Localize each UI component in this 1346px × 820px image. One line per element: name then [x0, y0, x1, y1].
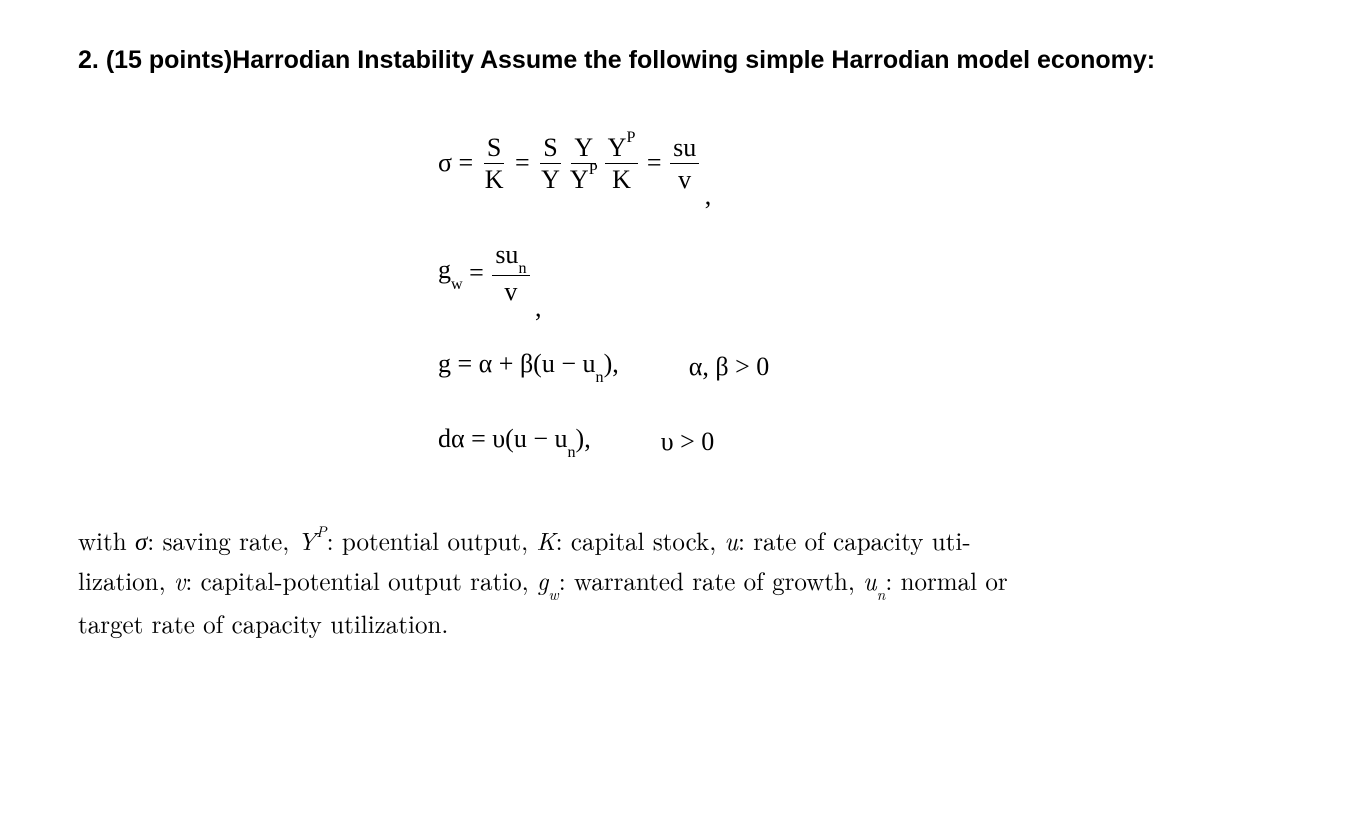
eq1-eq: =	[515, 150, 530, 176]
eq2-lhs: gw	[438, 257, 463, 288]
eq2-den: v	[501, 276, 520, 307]
symbol-K: K	[536, 523, 555, 558]
eq1-f1-den: K	[482, 164, 507, 195]
symbol-v: v	[174, 563, 186, 598]
definitions-line-3: target rate of capacity utilization.	[78, 604, 1276, 644]
variable-definitions: with σ: saving rate, YP: potential outpu…	[78, 521, 1276, 644]
eq2-num: sun	[492, 239, 529, 276]
eq1-eq2: =	[647, 150, 662, 176]
equation-g: g = α + β(u − un), α, β > 0	[438, 351, 1276, 382]
equation-gw: gw = sun v	[438, 239, 1276, 307]
symbol-sigma: σ	[135, 523, 147, 558]
definitions-line-2: lization, v: capital-potential output ra…	[78, 561, 1276, 604]
eq1-f3-den: v	[675, 164, 694, 195]
eq1-f2b-den: YP	[567, 164, 601, 195]
eq1-f2c-num: YP	[605, 132, 639, 164]
question-prompt: Assume the following simple Harrodian mo…	[480, 46, 1155, 74]
symbol-YP: YP	[298, 523, 327, 558]
eq1-f2b-num: Y	[571, 132, 596, 164]
eq1-f2a-num: S	[540, 132, 560, 164]
equation-dalpha: dα = υ(u − un), υ > 0	[438, 426, 1276, 457]
symbol-gw: gw	[537, 563, 559, 598]
eq4-condition: υ > 0	[661, 429, 715, 455]
eq3-body: g = α + β(u − un),	[438, 351, 619, 382]
equations-block: σ = S K = S Y Y YP YP K =	[438, 132, 1276, 458]
eq1-f3-num: su	[670, 132, 699, 164]
eq3-condition: α, β > 0	[689, 354, 770, 380]
eq1-f2a-den: Y	[538, 164, 563, 195]
eq4-body: dα = υ(u − un),	[438, 426, 591, 457]
question-points: (15 points)	[106, 46, 232, 74]
symbol-u: u	[725, 523, 738, 558]
equation-sigma: σ = S K = S Y Y YP YP K =	[438, 132, 1276, 195]
symbol-un: un	[863, 563, 885, 598]
question-header: 2. (15 points)Harrodian Instability Assu…	[78, 44, 1276, 78]
question-number: 2.	[78, 46, 99, 74]
eq2-eq: =	[469, 260, 484, 286]
eq1-f2c-den: K	[609, 164, 634, 195]
definitions-line-1: with σ: saving rate, YP: potential outpu…	[78, 521, 1276, 561]
eq1-f1-num: S	[484, 132, 504, 164]
question-title: Harrodian Instability	[232, 46, 474, 74]
eq1-lhs: σ =	[438, 150, 473, 176]
